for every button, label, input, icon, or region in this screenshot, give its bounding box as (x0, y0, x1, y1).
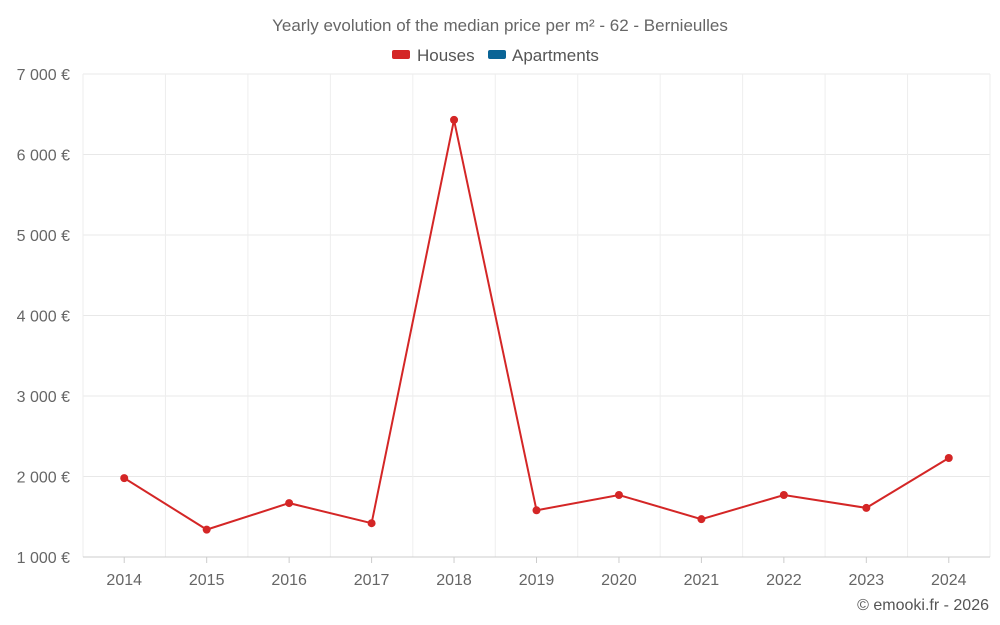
data-point-houses[interactable] (697, 515, 706, 524)
legend-label: Houses (417, 46, 475, 65)
legend-swatch (392, 50, 410, 59)
data-point-houses[interactable] (367, 519, 376, 528)
plot-area (120, 115, 953, 534)
data-point-houses[interactable] (285, 499, 294, 508)
y-tick-label: 1 000 € (17, 550, 70, 567)
data-point-houses[interactable] (614, 491, 623, 500)
y-tick-label: 4 000 € (17, 309, 70, 326)
y-tick-label: 6 000 € (17, 148, 70, 165)
x-tick-label: 2017 (354, 572, 390, 589)
x-axis-tick-labels: 2014 2015 2016 2017 2018 2019 2020 2021 2022 2023… (106, 572, 966, 589)
x-tick-label: 2022 (766, 572, 802, 589)
data-point-houses[interactable] (120, 474, 129, 483)
data-point-houses[interactable] (779, 491, 788, 500)
data-point-houses[interactable] (450, 115, 459, 124)
y-tick-label: 5 000 € (17, 228, 70, 245)
y-tick-label: 3 000 € (17, 389, 70, 406)
data-point-houses[interactable] (944, 453, 953, 462)
x-tick-label: 2019 (519, 572, 555, 589)
data-point-houses[interactable] (862, 503, 871, 512)
y-axis-tick-labels: 1 000 € 2 000 € 3 000 € 4 000 € 5 000 € 6 000… (17, 67, 70, 567)
legend-item-houses[interactable]: Houses (392, 46, 475, 65)
axes (83, 556, 990, 563)
y-tick-label: 2 000 € (17, 470, 70, 487)
x-tick-label: 2014 (106, 572, 142, 589)
x-tick-label: 2020 (601, 572, 637, 589)
x-tick-label: 2016 (271, 572, 307, 589)
x-tick-label: 2023 (849, 572, 885, 589)
legend-swatch (488, 50, 506, 59)
grid-lines (82, 73, 991, 557)
legend-item-apartments[interactable]: Apartments (488, 46, 599, 65)
credit-text: © emooki.fr - 2026 (857, 597, 989, 614)
y-tick-label: 7 000 € (17, 67, 70, 84)
legend-label: Apartments (512, 46, 599, 65)
x-tick-label: 2015 (189, 572, 225, 589)
legend: Houses Apartments (392, 46, 599, 65)
x-tick-label: 2024 (931, 572, 967, 589)
data-point-houses[interactable] (532, 506, 541, 515)
x-tick-label: 2018 (436, 572, 472, 589)
data-point-houses[interactable] (202, 525, 211, 534)
x-tick-label: 2021 (684, 572, 720, 589)
chart-title: Yearly evolution of the median price per… (272, 16, 728, 35)
